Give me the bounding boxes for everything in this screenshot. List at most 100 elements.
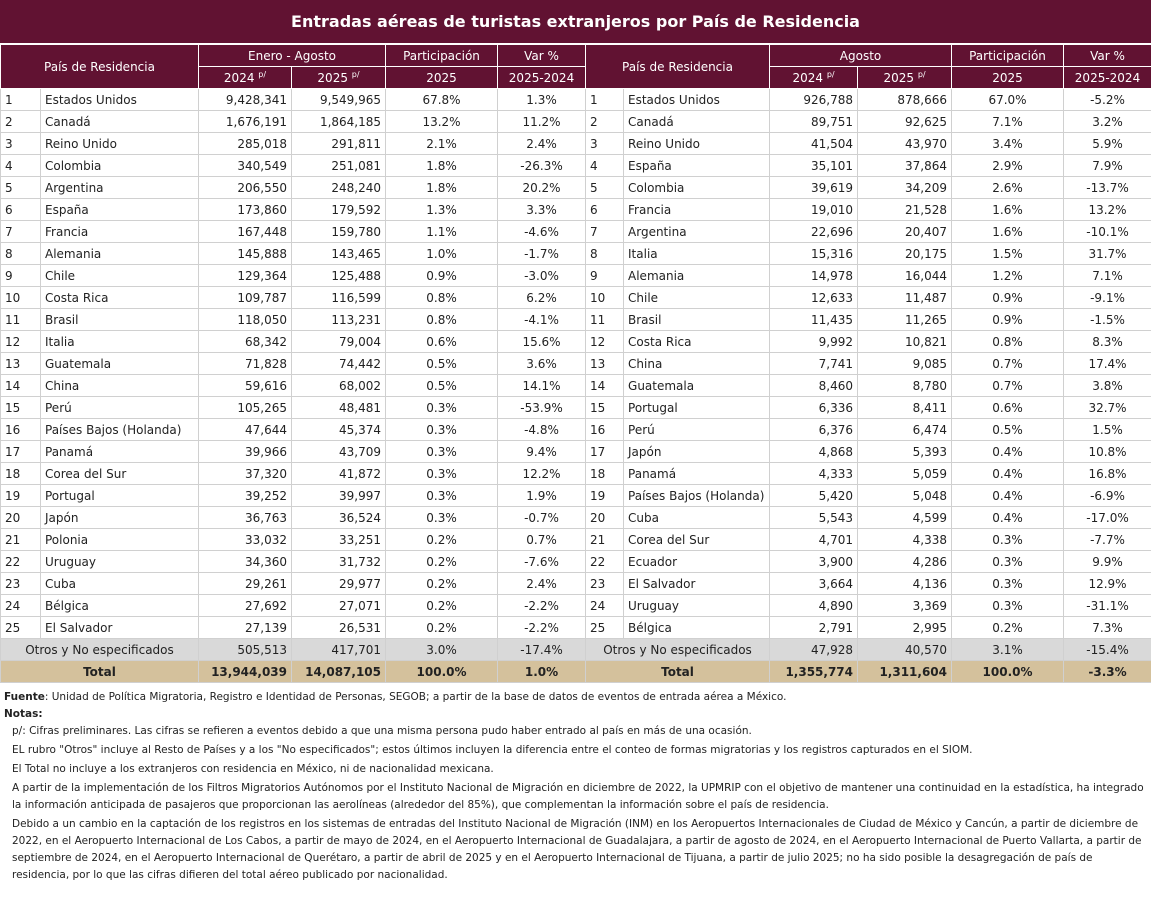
cell: 3.0% <box>385 638 499 661</box>
cell: 0.2% <box>385 594 499 617</box>
cell: Costa Rica <box>623 330 771 353</box>
cell: 37,320 <box>198 462 292 485</box>
cell: 92,625 <box>857 110 953 133</box>
cell: 11 <box>585 308 625 331</box>
cell: Perú <box>40 396 199 419</box>
header-cell: 2025 p/ <box>857 66 953 89</box>
cell: Japón <box>40 506 199 529</box>
cell: 17 <box>0 440 41 463</box>
cell: 2.9% <box>951 154 1065 177</box>
cell: -53.9% <box>497 396 587 419</box>
cell: 25 <box>0 616 41 639</box>
table-row: 25 El Salvador 27,139 26,531 0.2% -2.2% 25 Bélg… <box>0 616 1151 639</box>
cell: 129,364 <box>198 264 292 287</box>
cell: 878,666 <box>857 88 953 111</box>
cell: 29,977 <box>290 572 387 595</box>
cell: 5,393 <box>857 440 953 463</box>
cell: 2.1% <box>385 132 499 155</box>
cell: 47,928 <box>769 638 859 661</box>
cell: Italia <box>623 242 771 265</box>
cell: -2.2% <box>497 616 587 639</box>
cell: 1.5% <box>951 242 1065 265</box>
cell: 22 <box>0 550 41 573</box>
cell: 1,864,185 <box>290 110 387 133</box>
cell: 13.2% <box>1063 198 1151 221</box>
cell: 71,828 <box>198 352 292 375</box>
table-row: 15 Perú 105,265 48,481 0.3% -53.9% 15 Portugal 6… <box>0 396 1151 419</box>
cell: 11.2% <box>497 110 587 133</box>
table-row: 20 Japón 36,763 36,524 0.3% -0.7% 20 Cuba 5,543 4… <box>0 506 1151 529</box>
header-row: 2024 p/ 2025 p/ 2025 2025-2024 2024 p/ 2… <box>1 66 1151 89</box>
notes-label: Notas: <box>4 708 43 720</box>
cell: 16,044 <box>857 264 953 287</box>
cell: 19 <box>0 484 41 507</box>
header-row: País de Residencia Enero - Agosto Partic… <box>0 44 1151 89</box>
cell: 9,428,341 <box>198 88 292 111</box>
cell: Chile <box>40 264 199 287</box>
cell: Total <box>585 660 771 683</box>
cell: Estados Unidos <box>40 88 199 111</box>
prelim: p/ <box>258 70 267 79</box>
cell: 48,481 <box>290 396 387 419</box>
cell: Portugal <box>40 484 199 507</box>
cell: 5,059 <box>857 462 953 485</box>
table-row: 4 Colombia 340,549 251,081 1.8% -26.3% 4 España… <box>0 154 1151 177</box>
header-cell: Participación <box>951 44 1065 67</box>
cell: 37,864 <box>857 154 953 177</box>
cell: 10,821 <box>857 330 953 353</box>
cell: 24 <box>0 594 41 617</box>
cell: 248,240 <box>290 176 387 199</box>
note: A partir de la implementación de los Fil… <box>12 782 1144 811</box>
cell: 21 <box>0 528 41 551</box>
cell: 1.2% <box>951 264 1065 287</box>
cell: 0.4% <box>951 440 1065 463</box>
cell: 0.9% <box>951 286 1065 309</box>
cell: 0.3% <box>951 594 1065 617</box>
cell: -0.7% <box>497 506 587 529</box>
header-cell: 2025 <box>385 66 499 89</box>
source: Fuente: Unidad de Política Migratoria, R… <box>4 689 1147 706</box>
cell: Argentina <box>40 176 199 199</box>
cell: 12 <box>0 330 41 353</box>
cell: 0.2% <box>951 616 1065 639</box>
cell: 21,528 <box>857 198 953 221</box>
cell: 10.8% <box>1063 440 1151 463</box>
cell: 79,004 <box>290 330 387 353</box>
cell: 173,860 <box>198 198 292 221</box>
cell: -4.8% <box>497 418 587 441</box>
cell: -17.0% <box>1063 506 1151 529</box>
cell: -3.0% <box>497 264 587 287</box>
cell: 4 <box>0 154 41 177</box>
header-cell: 2025-2024 <box>1063 66 1151 89</box>
cell: 22,696 <box>769 220 859 243</box>
cell: Francia <box>40 220 199 243</box>
cell: 2 <box>585 110 625 133</box>
table-row: 16 Países Bajos (Holanda) 47,644 45,374 0.3%… <box>0 418 1151 441</box>
cell: 5 <box>585 176 625 199</box>
cell: 14,978 <box>769 264 859 287</box>
cell: 0.3% <box>385 506 499 529</box>
cell: 1,676,191 <box>198 110 292 133</box>
header-cell: 2025-2024 <box>497 66 587 89</box>
cell: 4,333 <box>769 462 859 485</box>
cell: 15,316 <box>769 242 859 265</box>
cell: 23 <box>585 572 625 595</box>
cell: 13.2% <box>385 110 499 133</box>
cell: 8,780 <box>857 374 953 397</box>
cell: 11,487 <box>857 286 953 309</box>
cell: 27,071 <box>290 594 387 617</box>
cell: 285,018 <box>198 132 292 155</box>
cell: 29,261 <box>198 572 292 595</box>
cell: 19 <box>585 484 625 507</box>
cell: 5 <box>0 176 41 199</box>
prelim: p/ <box>917 70 926 79</box>
cell: -15.4% <box>1063 638 1151 661</box>
cell: 1 <box>0 88 41 111</box>
cell: -2.2% <box>497 594 587 617</box>
cell: 3,900 <box>769 550 859 573</box>
cell: 16 <box>0 418 41 441</box>
cell: Guatemala <box>40 352 199 375</box>
cell: 12,633 <box>769 286 859 309</box>
cell: 13 <box>0 352 41 375</box>
cell: 15 <box>585 396 625 419</box>
